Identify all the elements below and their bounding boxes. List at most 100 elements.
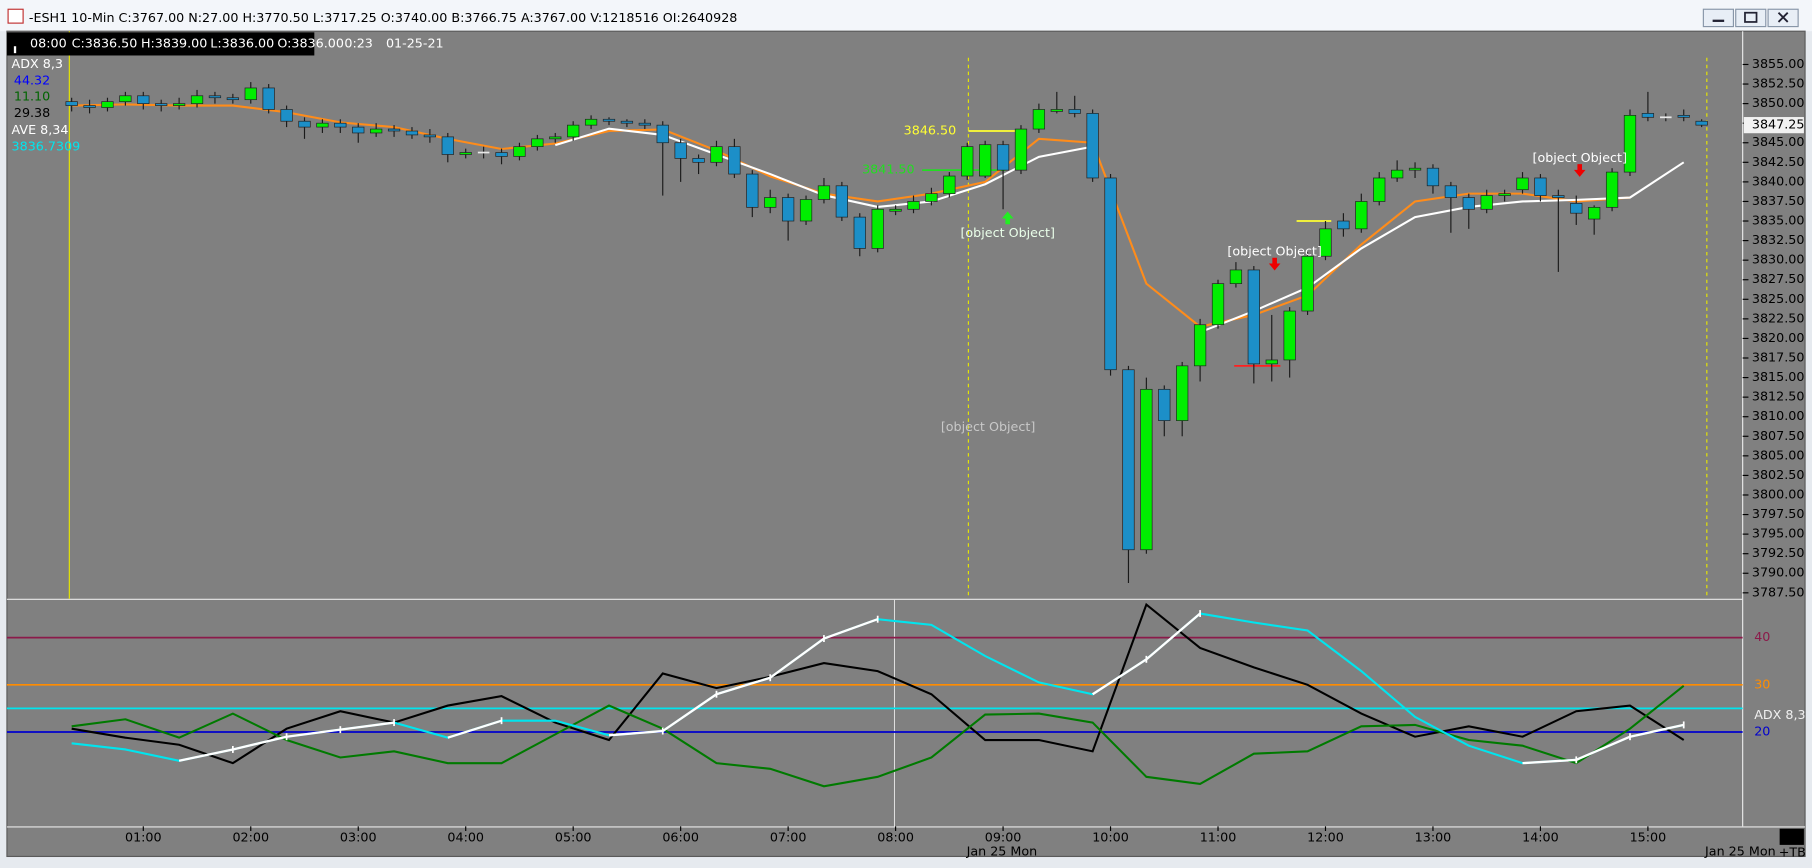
window-buttons [1702, 8, 1799, 28]
candle-body [1552, 195, 1565, 198]
candle-body [1068, 109, 1081, 114]
y-tick-label: 3810.00 [1752, 408, 1805, 423]
candle-body [1623, 115, 1637, 173]
candle-body [101, 101, 114, 108]
chart-area [6, 30, 1806, 858]
candle-body [549, 136, 562, 140]
y-tick-label: 3852.50 [1752, 76, 1805, 91]
candle-body [405, 130, 419, 136]
candle-body [1140, 388, 1153, 551]
candle-body [334, 122, 347, 128]
info-bar [6, 32, 315, 56]
candle-body [746, 173, 759, 208]
signal-arrow [1268, 257, 1281, 271]
y-tick-label: 3805.00 [1752, 447, 1805, 462]
candle-body [226, 97, 239, 101]
y-tick-label: 3792.50 [1752, 545, 1805, 560]
candle-body [1176, 365, 1189, 421]
y-tick-label: 3800.00 [1752, 486, 1805, 501]
y-tick-label: 3832.50 [1752, 232, 1805, 247]
candle-body [1032, 109, 1046, 130]
y-tick-label: 3855.00 [1752, 56, 1805, 71]
y-tick-label: 3812.50 [1752, 389, 1805, 404]
time-label: 05:00 [555, 829, 592, 844]
candle-body [190, 95, 204, 104]
candle-body [1462, 197, 1475, 210]
y-tick-label: 3825.00 [1752, 291, 1805, 306]
candle-body [961, 146, 974, 177]
candle-body [620, 120, 634, 124]
y-tick-label: 3815.00 [1752, 369, 1805, 384]
candle-body [531, 138, 544, 148]
legend-value: 3836.7309 [12, 138, 81, 153]
candle-body [1283, 310, 1296, 361]
candle-body [137, 95, 150, 104]
time-label: 11:00 [1200, 829, 1237, 844]
y-tick-label: 3787.50 [1752, 584, 1805, 599]
candle-body [1301, 255, 1314, 312]
candle-body [352, 126, 365, 134]
info-field: 08:00 [30, 35, 67, 50]
y-tick-label: 3850.00 [1752, 95, 1805, 110]
candle-body [1158, 388, 1171, 421]
candle-body [1677, 115, 1690, 118]
candle-body [1391, 169, 1404, 179]
adx-rising [662, 693, 718, 733]
candle-body [674, 142, 687, 159]
time-label: 01:00 [125, 829, 162, 844]
candle-body [1050, 109, 1063, 112]
y-tick-label: 3790.00 [1752, 565, 1805, 580]
info-bar-marker [13, 46, 17, 54]
candle-body [1498, 193, 1511, 196]
candle-body [298, 120, 311, 128]
y-tick-label: 3842.50 [1752, 154, 1805, 169]
candle-body [1641, 113, 1655, 118]
last-price-tag [1743, 117, 1804, 134]
minimize-button[interactable] [1702, 8, 1734, 28]
adx-rising [340, 721, 395, 731]
time-label: 12:00 [1307, 829, 1344, 844]
price-line-label: 3846.50 [904, 123, 957, 138]
candle-body [925, 193, 938, 202]
legend-label: AVE 8,34 [12, 122, 69, 137]
candle-body [1426, 167, 1440, 187]
adx-rising [447, 719, 502, 739]
y-tick-label: 3822.50 [1752, 310, 1805, 325]
candle-body [316, 122, 329, 128]
adx-rising [1145, 612, 1201, 661]
candle-body [172, 103, 186, 106]
legend-value: 29.38 [14, 105, 50, 120]
legend-value: 44.32 [14, 72, 50, 87]
y-tick-label: 3835.00 [1752, 213, 1805, 228]
maximize-glyph [1744, 11, 1758, 23]
candle-body [459, 152, 472, 155]
candle-body [262, 87, 275, 110]
candle-body [996, 144, 1010, 171]
candle-body [1086, 113, 1099, 179]
candle-body [602, 118, 616, 122]
candle-body [710, 146, 723, 163]
candle-body [692, 158, 705, 163]
annotation: [object Object] [960, 225, 1054, 240]
candle-body [1211, 283, 1225, 326]
y-tick-label: 3837.50 [1752, 193, 1805, 208]
candle-body [817, 185, 831, 200]
legend-label: ADX 8,3 [12, 56, 63, 71]
adx-label: ADX 8,3 [1754, 707, 1805, 722]
candle-body [889, 208, 902, 212]
info-field: C:3836.50 [72, 35, 138, 50]
adx-rising [823, 618, 879, 640]
candle-body [1265, 359, 1278, 365]
candle-body [1122, 369, 1135, 551]
maximize-button[interactable] [1735, 8, 1767, 28]
candle-body [65, 101, 78, 106]
candle-body [1695, 120, 1708, 126]
adx-rising [1575, 735, 1631, 761]
time-label: 02:00 [232, 829, 269, 844]
candle-body [782, 197, 795, 222]
time-label: 09:00 [985, 829, 1022, 844]
corner-box[interactable] [1779, 828, 1804, 845]
candle-body [119, 95, 132, 103]
time-label: 15:00 [1630, 829, 1667, 844]
